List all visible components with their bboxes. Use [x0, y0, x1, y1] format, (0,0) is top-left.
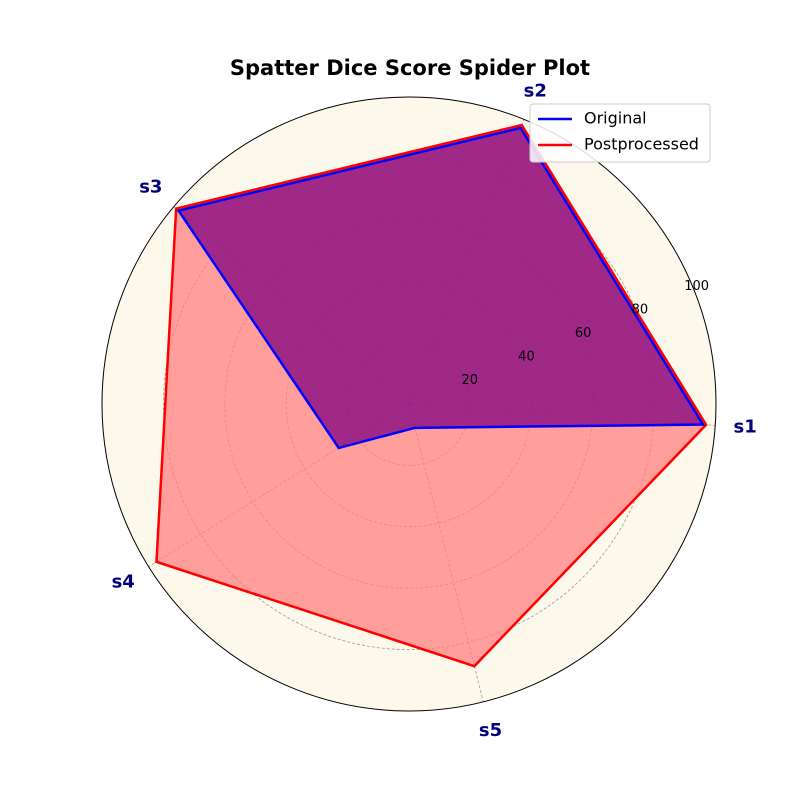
plot-border — [101, 96, 717, 712]
category-labels: s1 s2 s3 s4 s5 — [112, 81, 757, 741]
chart-title: Spatter Dice Score Spider Plot — [230, 56, 590, 80]
radial-tick-labels: 20 40 60 80 100 — [461, 279, 709, 388]
tick-label-100: 100 — [684, 279, 709, 294]
category-label-s3: s3 — [139, 176, 162, 197]
series-line-original — [176, 126, 706, 450]
category-label-s5: s5 — [479, 720, 502, 741]
series-area-original — [178, 127, 703, 448]
series-line-postprocessed — [155, 123, 708, 668]
category-label-s4: s4 — [112, 572, 135, 593]
category-label-s1: s1 — [734, 417, 757, 438]
tick-label-20: 20 — [461, 373, 478, 388]
legend-label-postprocessed: Postprocessed — [584, 135, 699, 154]
tick-label-60: 60 — [575, 326, 592, 341]
legend-frame — [529, 103, 711, 163]
category-label-s2: s2 — [524, 81, 547, 102]
tick-label-40: 40 — [518, 350, 535, 365]
legend: Original Postprocessed — [529, 103, 711, 163]
series-layer — [155, 123, 708, 668]
tick-label-80: 80 — [632, 303, 649, 318]
legend-label-original: Original — [584, 109, 647, 128]
